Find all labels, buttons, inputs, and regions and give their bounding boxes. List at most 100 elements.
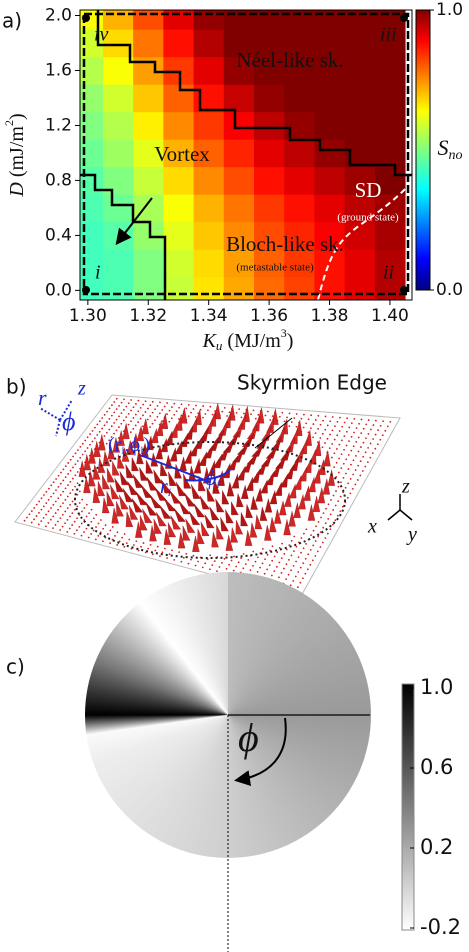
heat-cell [193, 194, 225, 223]
spin-dot [376, 443, 379, 446]
spin-dot [111, 404, 113, 407]
spin-dot [61, 525, 64, 528]
spin-dot [64, 510, 67, 513]
heat-cell [163, 221, 195, 250]
heat-cell [223, 249, 255, 278]
spin-cone [131, 498, 144, 513]
spin-dot [91, 429, 94, 432]
spin-dot [280, 557, 283, 560]
spin-cone [102, 474, 110, 490]
spin-dot [290, 554, 293, 557]
label: ϕi [205, 465, 220, 491]
spin-dot [55, 478, 58, 480]
spin-dot [293, 417, 296, 419]
spin-dot [187, 562, 190, 565]
spin-dot [113, 401, 116, 403]
heat-cell [254, 249, 285, 278]
spin-dot [348, 426, 351, 429]
spin-cone [264, 498, 273, 513]
spin-cone [212, 453, 223, 469]
spin-cone [274, 509, 282, 524]
spin-cone [279, 473, 289, 488]
heat-cell [254, 194, 285, 223]
spin-dot [135, 403, 137, 405]
spin-dot [137, 410, 140, 413]
spin-dot [161, 420, 164, 422]
heat-cell [344, 111, 376, 140]
spin-dot [329, 513, 332, 516]
spin-dot [347, 468, 350, 470]
spin-dot [40, 508, 43, 511]
spin-dot [355, 427, 358, 430]
spin-dot [132, 406, 135, 409]
y-tick-label: 0.0 [45, 280, 72, 300]
spin-dot [268, 564, 271, 566]
spin-dot [321, 432, 324, 435]
spin-dot [113, 411, 116, 414]
spin-dot [47, 522, 50, 524]
spin-cone [93, 464, 101, 480]
spin-dot [190, 558, 192, 561]
skyrmion-edge [74, 441, 346, 559]
spin-dot [47, 498, 50, 501]
spin-dot [329, 528, 332, 530]
spin-cone [245, 477, 254, 491]
spin-dot [278, 415, 281, 418]
spin-cone [135, 491, 148, 506]
spin-dot [278, 546, 281, 549]
spin-dot [109, 529, 112, 532]
spin-cone [184, 492, 196, 507]
spin-dot [106, 533, 109, 535]
x-tick-label: 1.34 [190, 306, 228, 326]
spin-cone [145, 459, 154, 474]
y-axis-label: D (mJ/m2) [2, 113, 28, 197]
spin-cone [146, 436, 154, 450]
spin-dot [321, 446, 324, 449]
colorbar [415, 9, 431, 291]
spin-dot [340, 453, 343, 456]
spin-dot [357, 464, 360, 467]
heat-cell [284, 249, 315, 278]
spin-dot [300, 551, 302, 554]
spin-dot [331, 456, 333, 459]
spin-cone [153, 469, 163, 484]
axes-triad [387, 494, 413, 521]
spin-dot [250, 413, 252, 416]
spin-dot [52, 503, 55, 506]
heat-cell [80, 249, 104, 278]
spin-dot [296, 586, 299, 589]
plot-frame [79, 9, 413, 301]
spin-cone [265, 471, 275, 486]
spin-dot [115, 408, 118, 411]
spin-dot [314, 540, 317, 542]
spin-dot [372, 438, 375, 440]
spin-cone [178, 500, 191, 515]
spin-dot [299, 581, 302, 584]
spin-dot [59, 517, 62, 520]
spin-dot [72, 455, 74, 458]
heat-cell [314, 56, 346, 85]
spin-dot [221, 561, 223, 564]
spin-cone [327, 469, 336, 486]
spin-cone [260, 479, 268, 494]
spin-dot [97, 522, 100, 525]
spin-dot [352, 459, 355, 462]
spin-cone [160, 462, 168, 476]
spin-dot [92, 529, 95, 532]
spin-cone [269, 490, 278, 505]
spin-dot [173, 558, 176, 561]
spin-cone [279, 500, 287, 516]
spin-dot [35, 503, 38, 506]
spin-cone [198, 451, 207, 466]
y-tick-label: 1.2 [45, 115, 72, 135]
spin-dot [365, 437, 367, 440]
spin-dot [73, 532, 76, 535]
spin-cone [284, 492, 292, 507]
spin-dot [337, 500, 340, 502]
spin-dot [335, 490, 337, 492]
spin-cone [200, 521, 210, 536]
spin-cone [141, 418, 149, 435]
spin-dot [50, 507, 52, 509]
spin-cone [241, 484, 249, 499]
